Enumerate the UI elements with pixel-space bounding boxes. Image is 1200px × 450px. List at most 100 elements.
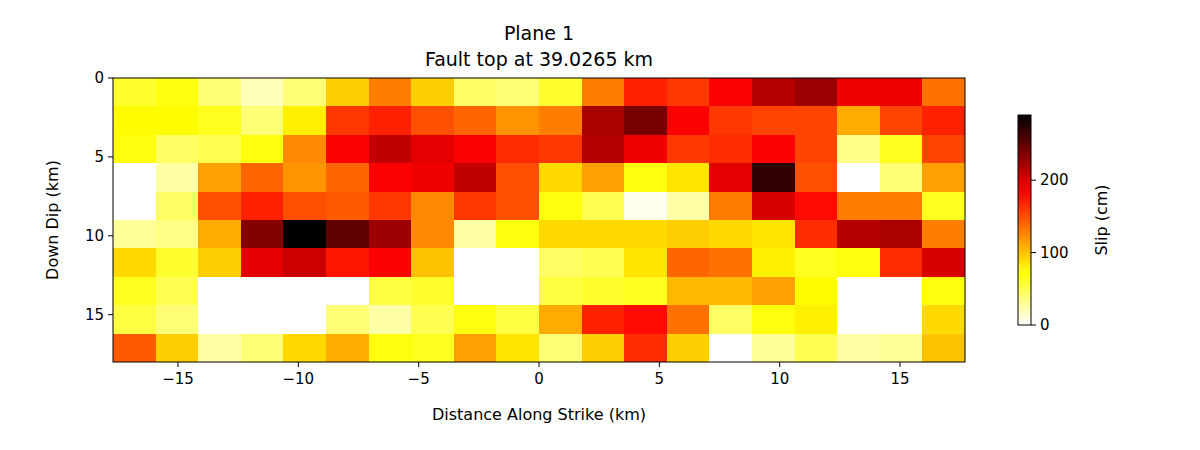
heat-cell (369, 248, 412, 277)
heat-cell (198, 78, 241, 107)
heat-cell (880, 305, 923, 334)
colorbar-tick (1031, 325, 1036, 326)
heat-cell (369, 192, 412, 221)
heat-cell (709, 192, 752, 221)
heat-cell (454, 135, 497, 164)
colorbar-tick (1031, 180, 1036, 181)
heat-cell (880, 78, 923, 107)
x-tick-label: 0 (534, 370, 544, 388)
heat-cell (241, 220, 284, 249)
heat-cell (113, 135, 156, 164)
heat-cell (411, 334, 454, 362)
heat-cell (624, 192, 667, 221)
heat-cell (496, 248, 539, 277)
title: Plane 1 (504, 22, 574, 44)
y-tick-label: 0 (94, 69, 104, 87)
heat-cell (241, 334, 284, 362)
heat-cell (454, 106, 497, 135)
heat-cell (326, 106, 369, 135)
heat-cell (241, 305, 284, 334)
heat-cell (624, 220, 667, 249)
x-tick-label: 15 (890, 370, 909, 388)
heat-cell (283, 220, 326, 249)
heat-cell (752, 334, 795, 362)
heat-cell (709, 220, 752, 249)
heat-cell (709, 248, 752, 277)
y-tick (108, 235, 113, 236)
x-tick-label: −10 (282, 370, 314, 388)
chart-svg: −15−10−5051015051015Plane 1Fault top at … (0, 0, 1200, 450)
x-tick (418, 362, 419, 367)
heat-cell (454, 248, 497, 277)
heat-cell (283, 248, 326, 277)
heat-cell (922, 305, 965, 334)
heat-cell (113, 305, 156, 334)
heat-cell (326, 192, 369, 221)
x-tick-label: 5 (655, 370, 665, 388)
chart-container: −15−10−5051015051015Plane 1Fault top at … (0, 0, 1200, 450)
heat-cell (667, 277, 710, 306)
heat-cell (795, 305, 838, 334)
x-axis-label: Distance Along Strike (km) (432, 405, 646, 424)
colorbar-tick-label: 0 (1040, 316, 1050, 334)
heat-cell (709, 277, 752, 306)
heat-cell (198, 163, 241, 192)
heat-cell (198, 192, 241, 221)
heat-cell (241, 135, 284, 164)
heat-cell (326, 277, 369, 306)
heat-cell (539, 78, 582, 107)
heat-cell (667, 192, 710, 221)
heat-cell (795, 135, 838, 164)
heat-cell (326, 163, 369, 192)
heat-cell (411, 248, 454, 277)
x-tick-label: −15 (162, 370, 194, 388)
heat-cell (880, 163, 923, 192)
y-tick (108, 314, 113, 315)
heat-cell (454, 78, 497, 107)
heat-cell (156, 135, 199, 164)
heat-cell (113, 163, 156, 192)
heat-cell (582, 163, 625, 192)
heat-cell (241, 277, 284, 306)
heat-cell (496, 163, 539, 192)
heat-cell (837, 163, 880, 192)
heat-cell (709, 78, 752, 107)
heat-cell (539, 220, 582, 249)
heat-cell (411, 305, 454, 334)
heat-cell (454, 277, 497, 306)
heat-cell (326, 78, 369, 107)
heat-cell (113, 106, 156, 135)
heat-cell (880, 220, 923, 249)
heat-cell (582, 106, 625, 135)
heat-cell (326, 135, 369, 164)
colorbar-tick (1031, 252, 1036, 253)
plot-frame (113, 78, 965, 362)
heat-cell (922, 248, 965, 277)
y-tick-label: 10 (85, 227, 104, 245)
heat-cell (837, 277, 880, 306)
heat-cell (113, 334, 156, 362)
heat-cell (880, 192, 923, 221)
x-tick (539, 362, 540, 367)
heat-cell (922, 192, 965, 221)
heat-cell (709, 305, 752, 334)
x-tick (900, 362, 901, 367)
heat-cell (837, 78, 880, 107)
heat-cell (198, 334, 241, 362)
heat-cell (539, 248, 582, 277)
heat-cell (795, 248, 838, 277)
heat-cell (582, 248, 625, 277)
heat-cell (198, 248, 241, 277)
heat-cell (582, 220, 625, 249)
heat-cell (582, 192, 625, 221)
heat-cell (709, 135, 752, 164)
heat-cell (624, 106, 667, 135)
heat-cell (624, 305, 667, 334)
heat-cell (837, 220, 880, 249)
heat-cell (752, 220, 795, 249)
heat-cell (496, 135, 539, 164)
y-axis-label: Down Dip (km) (43, 160, 62, 280)
heat-cell (156, 305, 199, 334)
heat-cell (795, 163, 838, 192)
x-tick (177, 362, 178, 367)
